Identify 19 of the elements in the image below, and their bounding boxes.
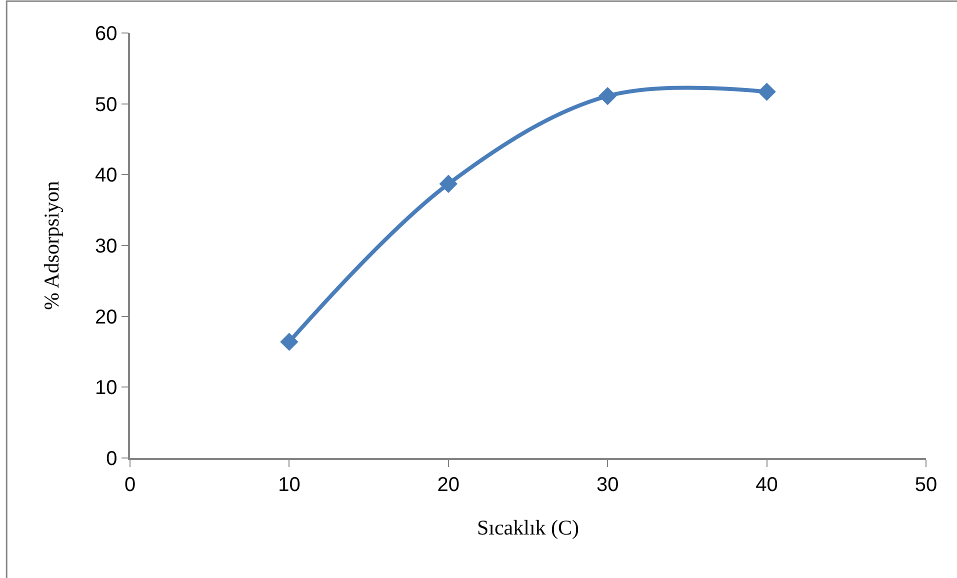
point bbox=[758, 82, 776, 101]
x-tick-label: 40 bbox=[756, 474, 778, 496]
point bbox=[598, 86, 617, 106]
y-tick-label: 10 bbox=[95, 377, 118, 400]
x-tick-label: 50 bbox=[914, 474, 938, 496]
y-tick-label: 20 bbox=[95, 306, 118, 328]
y-tick-label: 0 bbox=[106, 448, 118, 470]
x-tick-label: 0 bbox=[124, 474, 136, 496]
y-tick-label: 40 bbox=[95, 164, 118, 187]
y-tick-label: 60 bbox=[95, 23, 118, 45]
y-tick-label: 50 bbox=[95, 94, 118, 116]
x-tick-label: 30 bbox=[596, 474, 619, 496]
point bbox=[439, 174, 458, 193]
point bbox=[280, 332, 298, 351]
x-tick-label: 20 bbox=[437, 474, 460, 496]
y-axis-title: % Adsorpsiyon bbox=[40, 180, 64, 310]
y-tick-label: 30 bbox=[95, 236, 118, 258]
x-tick-label: 10 bbox=[278, 474, 300, 496]
x-axis-title: Sıcaklık (C) bbox=[476, 515, 580, 540]
